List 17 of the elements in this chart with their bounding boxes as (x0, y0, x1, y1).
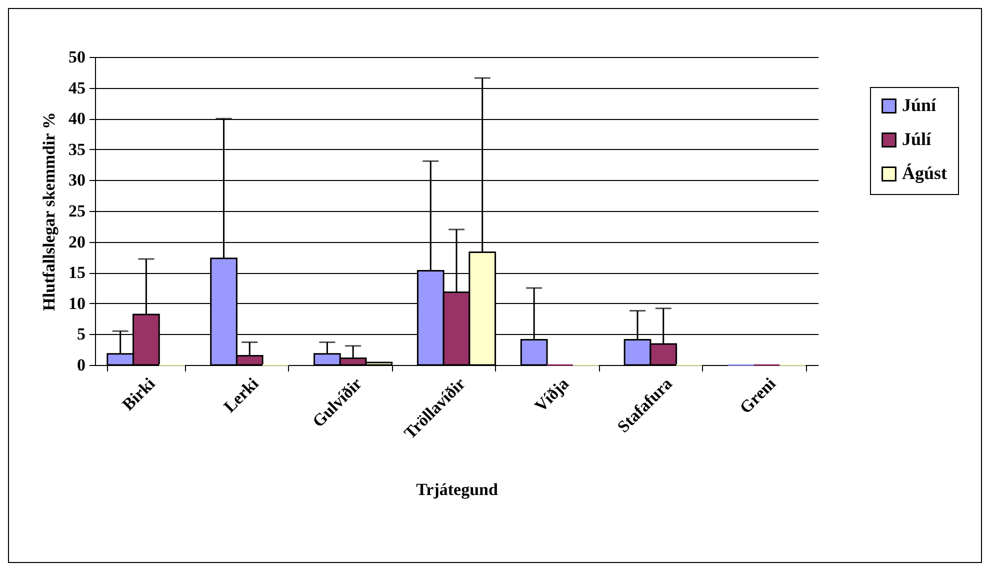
legend-label: Júlí (902, 129, 932, 149)
legend-label: Ágúst (902, 163, 948, 183)
y-tick-label: 10 (68, 294, 86, 313)
y-tick-label: 40 (68, 109, 86, 128)
y-tick-label: 35 (68, 140, 86, 159)
y-tick-label: 15 (68, 263, 86, 282)
y-tick-label: 50 (68, 48, 86, 66)
x-axis-title: Trjátegund (416, 480, 498, 500)
y-axis-title: Hlutfallslegar skemmdir % (40, 112, 58, 311)
y-tick-label: 20 (68, 232, 86, 252)
y-tick-label: 0 (77, 356, 86, 374)
y-tick-label: 5 (77, 324, 86, 344)
y-tick-label: 30 (68, 170, 86, 190)
y-tick-label: 45 (68, 78, 86, 98)
y-tick-label: 25 (68, 202, 86, 220)
legend-label: Júní (902, 95, 938, 115)
x-tick-label: Víðja (530, 374, 573, 416)
